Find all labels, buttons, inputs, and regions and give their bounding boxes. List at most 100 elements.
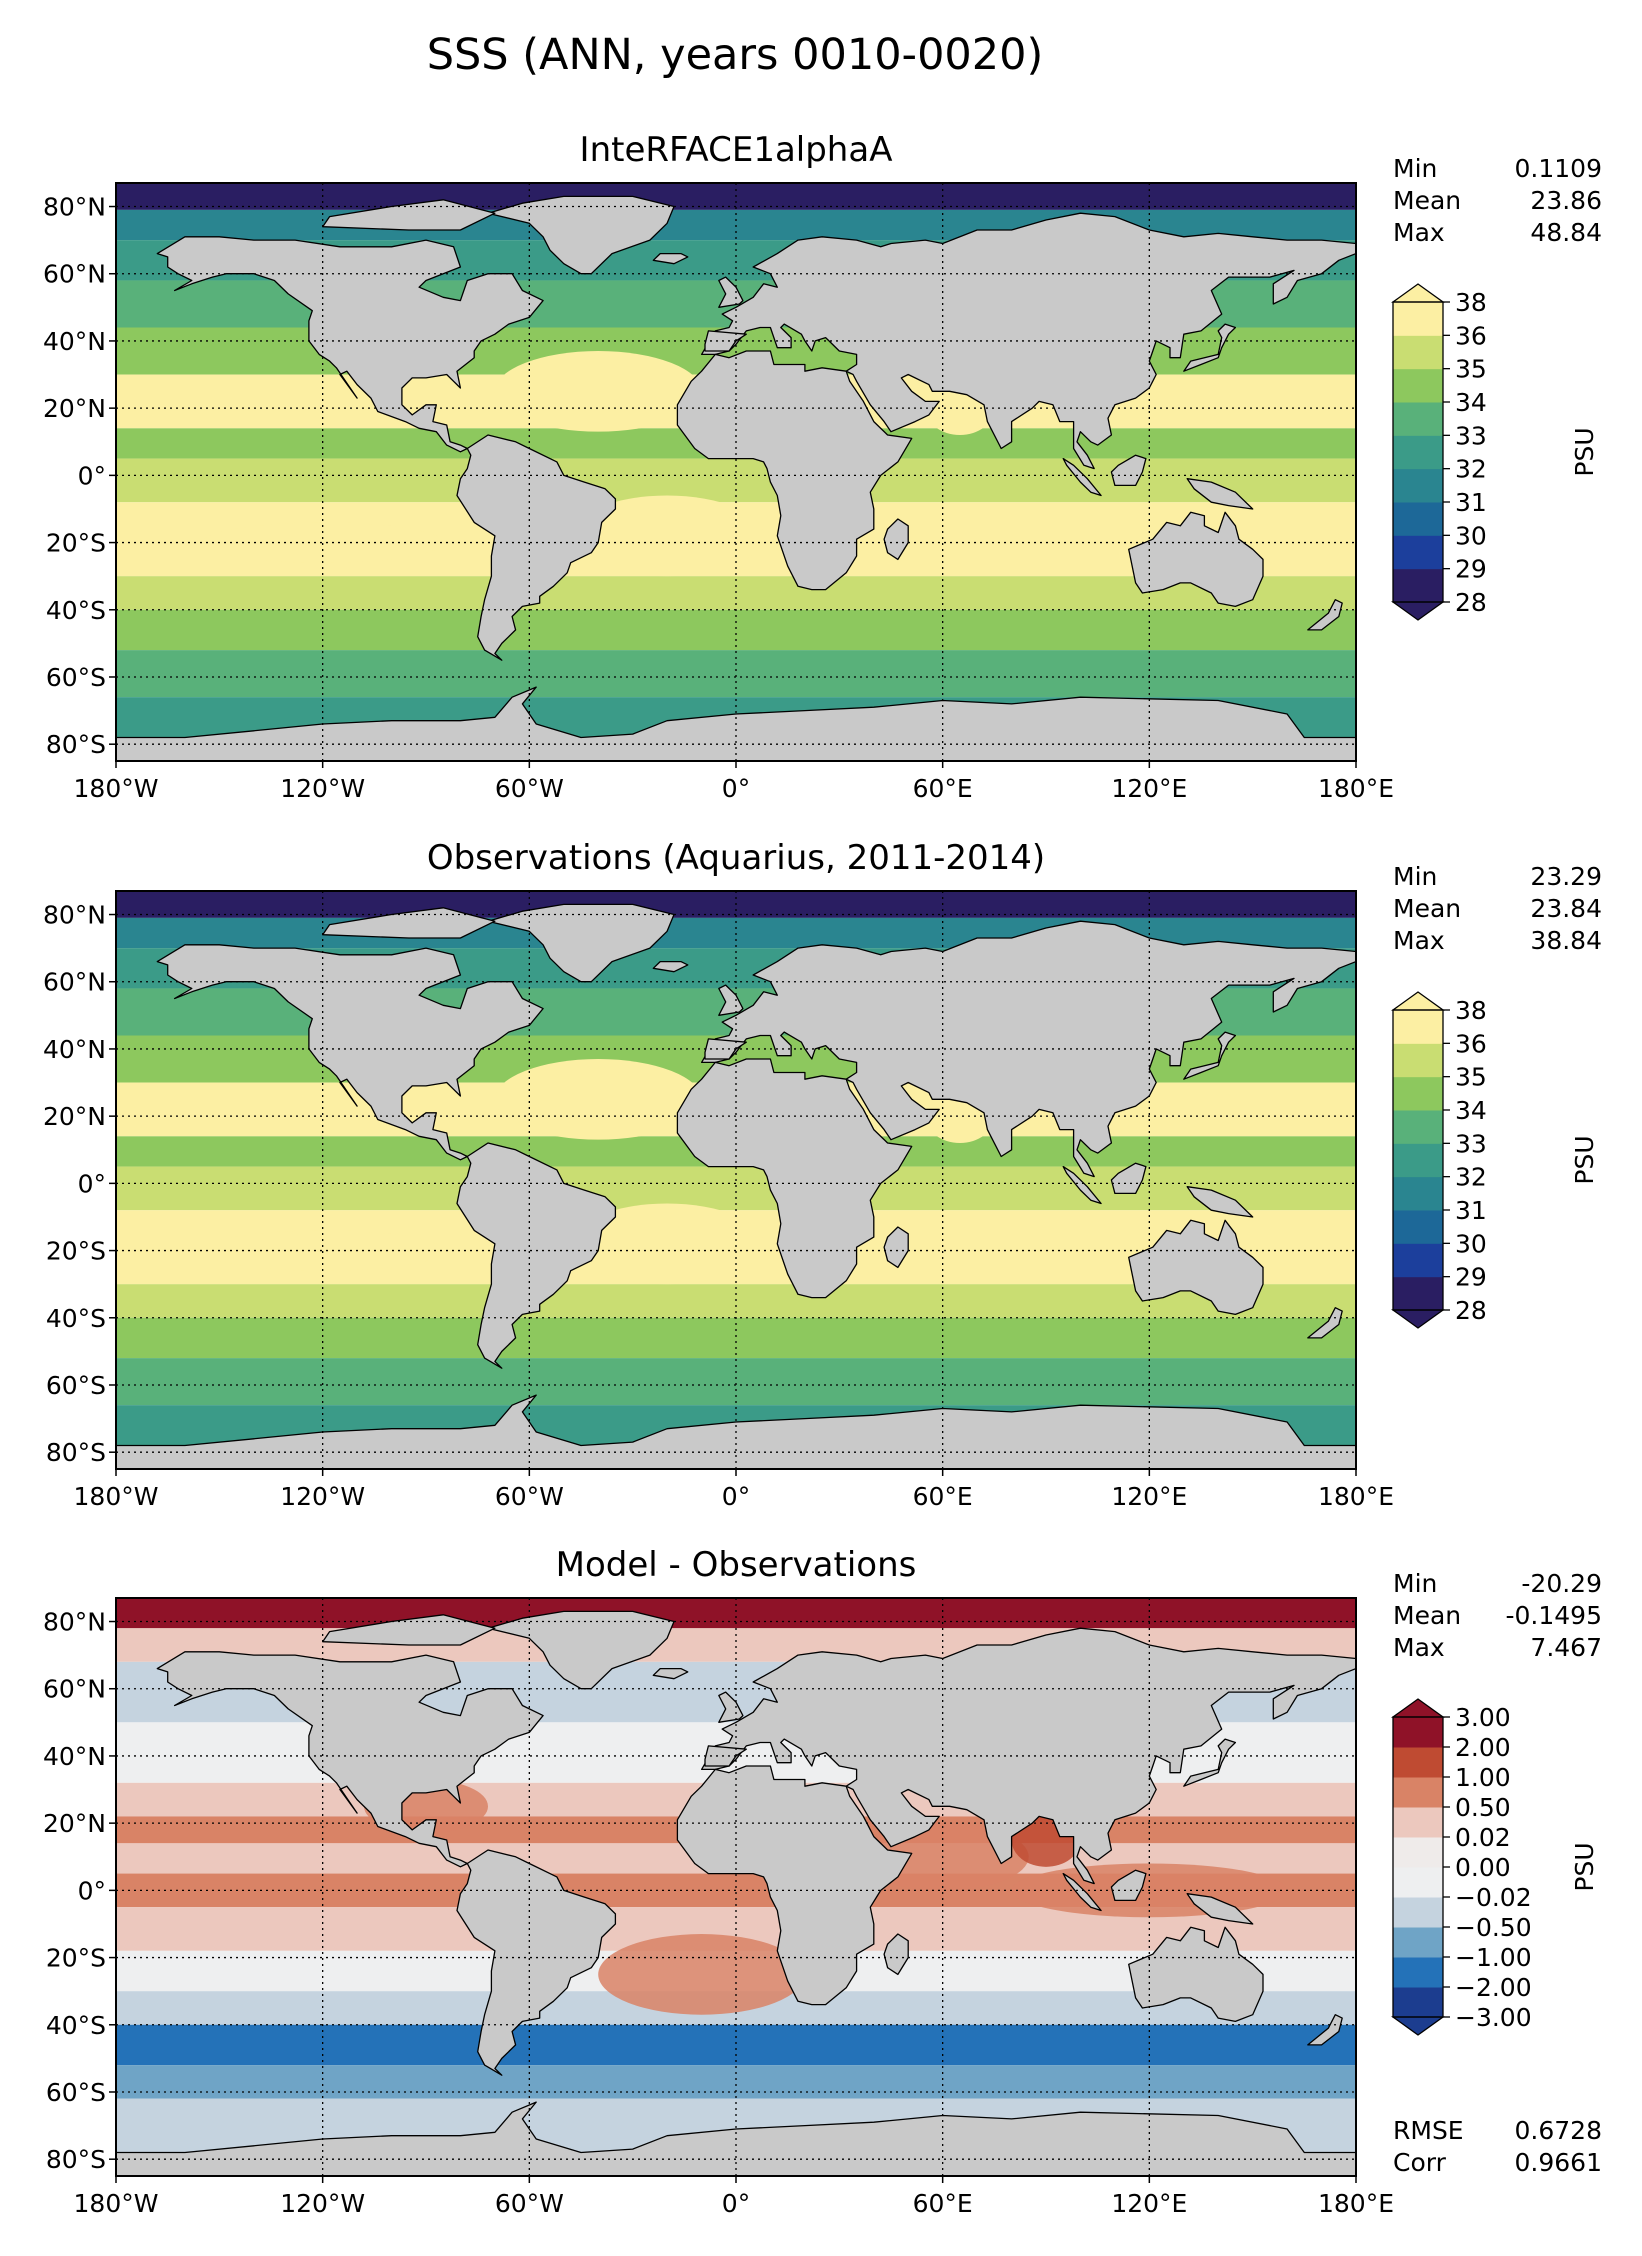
colorbar-segment [1393,1210,1443,1244]
land-mass [883,518,909,561]
ocean-band [116,2065,1356,2099]
map-panel-1: InteRFACE1alphaA 180°W 120°W 60°W 0° 60°E 120°… [43,130,1602,803]
stat-value: -0.1495 [1506,1601,1603,1630]
land-mass [652,960,689,973]
land-mass [1186,478,1254,510]
colorbar-tick-label: 32 [1455,1163,1487,1192]
y-tick-label: 60°N [43,260,106,289]
colorbar-segment [1393,1076,1443,1111]
colorbar-segment [1393,1717,1443,1748]
colorbar-segment [1393,568,1443,603]
colorbar-extend-max [1390,1698,1446,1718]
x-tick-label: 0° [722,774,750,803]
stat-value: 48.84 [1530,218,1602,247]
y-tick-label: 80°N [43,901,106,930]
colorbar-tick-label: 36 [1455,321,1487,350]
y-tick-label: 40°N [43,327,106,356]
colorbar-extend-min [1390,601,1446,621]
colorbar-tick-label: 38 [1455,996,1487,1025]
colorbar-tick-label: 33 [1455,1129,1487,1158]
x-tick-label: 0° [722,2189,750,2218]
colorbar-segment [1393,1807,1443,1838]
colorbar: 28 29 30 31 32 33 34 35 36 38 PSU [1390,991,1599,1329]
x-tick-label: 60°W [495,774,564,803]
colorbar-segment [1393,1243,1443,1278]
colorbar-segment [1393,1143,1443,1178]
y-tick-label: 60°N [43,1675,106,1704]
map-panel-3: Model - Observations 180°W 120°W 60°W 0° 60°E… [43,1545,1602,2218]
colorbar-tick-label: −2.00 [1455,1973,1532,2002]
stat-label: Min [1393,862,1437,891]
salinity-max-patch [202,1230,444,1271]
stat-label: Min [1393,1569,1437,1598]
colorbar-label: PSU [1570,1135,1599,1184]
colorbar-tick-label: −0.50 [1455,1913,1532,1942]
land-mass [676,1058,913,1299]
colorbar-segment [1393,1987,1443,2018]
y-tick-label: 60°S [46,1371,106,1400]
colorbar-segment [1393,1837,1443,1868]
stat-value: 38.84 [1530,926,1602,955]
land-mass [487,1610,675,1690]
y-tick-label: 80°N [43,193,106,222]
colorbar-segment [1393,402,1443,436]
colorbar-tick-label: 29 [1455,1263,1487,1292]
colorbar-tick-label: 31 [1455,488,1487,517]
colorbar-tick-label: 30 [1455,521,1487,550]
land-mass [1062,1165,1102,1205]
stat-label: Max [1393,1633,1445,1662]
x-tick-label: 60°E [913,1482,973,1511]
colorbar-tick-label: −3.00 [1455,2003,1532,2032]
colorbar-segment [1393,368,1443,403]
land-mass [1307,1307,1343,1339]
land-mass [1307,2014,1343,2046]
land-mass [1062,1872,1102,1912]
y-tick-label: 40°N [43,1742,106,1771]
land-mass [704,1038,747,1060]
colorbar-segment [1393,1276,1443,1311]
land-mass [487,903,675,983]
x-tick-label: 0° [722,1482,750,1511]
stat-value: 0.6728 [1515,2116,1602,2145]
x-tick-label: 60°W [495,1482,564,1511]
land-mass [718,984,744,1016]
colorbar-segment [1393,535,1443,570]
stat-value: 23.29 [1530,862,1602,891]
x-tick-label: 120°W [280,2189,365,2218]
salinity-max-patch [494,1059,702,1140]
y-tick-label: 40°S [46,596,106,625]
y-tick-label: 80°S [46,1438,106,1467]
colorbar-tick-label: −0.02 [1455,1883,1532,1912]
x-tick-label: 180°E [1318,1482,1394,1511]
colorbar-segment [1393,1110,1443,1144]
stat-label: Mean [1393,1601,1461,1630]
colorbar-tick-label: 35 [1455,355,1487,384]
colorbar-tick-label: 30 [1455,1229,1487,1258]
colorbar-segment [1393,302,1443,336]
x-tick-label: 120°E [1111,2189,1187,2218]
colorbar-tick-label: 35 [1455,1063,1487,1092]
colorbar-tick-label: 28 [1455,588,1487,617]
land-mass [718,276,744,308]
land-mass [1062,457,1102,497]
land-mass [1307,599,1343,631]
colorbar-tick-label: 0.50 [1455,1793,1511,1822]
salinity-max-patch [570,1203,764,1285]
colorbar-segment [1393,1957,1443,1988]
y-tick-label: 0° [78,1876,106,1905]
stat-value: 7.467 [1530,1633,1602,1662]
x-tick-label: 180°E [1318,2189,1394,2218]
colorbar-tick-label: 38 [1455,288,1487,317]
land-mass [676,350,913,591]
colorbar-label: PSU [1570,427,1599,476]
x-tick-label: 60°E [913,774,973,803]
land-mass [322,199,496,231]
salinity-max-patch [494,351,702,432]
colorbar-tick-label: 36 [1455,1029,1487,1058]
colorbar-tick-label: 1.00 [1455,1763,1511,1792]
colorbar-tick-label: 0.00 [1455,1853,1511,1882]
stat-value: 23.84 [1530,894,1602,923]
land-mass [718,1691,744,1723]
colorbar-tick-label: 0.02 [1455,1823,1511,1852]
